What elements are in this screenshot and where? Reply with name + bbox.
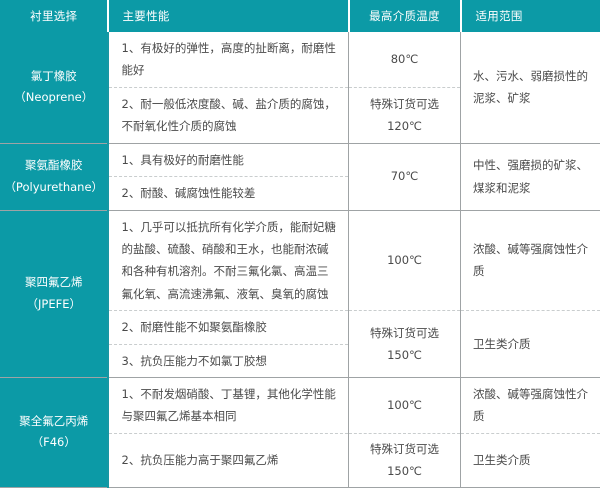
performance-cell: 3、抗负压能力不如氯丁胶想 bbox=[108, 344, 349, 377]
temperature-cell: 70℃ bbox=[349, 143, 461, 210]
performance-text: 2、耐磨性能不如聚氨酯橡胶 bbox=[122, 316, 339, 338]
table-row: 聚四氟乙烯（JPEFE）1、几乎可以抵抗所有化学介质，能耐妃糖的盐酸、硫酸、硝酸… bbox=[1, 210, 600, 311]
table-row: 聚全氟乙丙烯（F46）1、不耐发烟硝酸、丁基锂，其他化学性能与聚四氟乙烯基本相同… bbox=[1, 378, 600, 434]
performance-cell: 2、抗负压能力高于聚四氟乙烯 bbox=[108, 433, 349, 487]
material-name-zh: 聚全氟乙丙烯 bbox=[3, 411, 105, 433]
temperature-cell: 80℃ bbox=[349, 32, 461, 88]
scope-text: 水、污水、弱磨损性的泥浆、矿浆 bbox=[473, 65, 588, 110]
column-header-scope: 适用范围 bbox=[461, 1, 600, 32]
temperature-value: 80℃ bbox=[355, 48, 454, 70]
temperature-value: 特殊订货可选 bbox=[355, 322, 454, 344]
scope-text: 中性、强磨损的矿浆、煤浆和泥浆 bbox=[473, 154, 588, 199]
scope-text: 卫生类介质 bbox=[473, 333, 588, 355]
material-name-zh: 聚氨酯橡胶 bbox=[3, 155, 105, 177]
performance-text: 1、几乎可以抵抗所有化学介质，能耐妃糖的盐酸、硫酸、硝酸和王水，也能耐浓碱和各种… bbox=[122, 216, 339, 306]
scope-cell: 卫生类介质 bbox=[461, 433, 600, 487]
column-header-lining: 衬里选择 bbox=[1, 1, 108, 32]
scope-cell: 浓酸、碱等强腐蚀性介质 bbox=[461, 210, 600, 311]
performance-cell: 2、耐酸、碱腐蚀性能较差 bbox=[108, 177, 349, 210]
scope-cell: 中性、强磨损的矿浆、煤浆和泥浆 bbox=[461, 143, 600, 210]
material-cell: 氯丁橡胶（Neoprene） bbox=[1, 32, 108, 144]
material-name-en: （Polyurethane） bbox=[3, 177, 105, 199]
performance-cell: 1、不耐发烟硝酸、丁基锂，其他化学性能与聚四氟乙烯基本相同 bbox=[108, 378, 349, 434]
material-name-en: （F46） bbox=[3, 432, 105, 454]
performance-text: 1、具有极好的耐磨性能 bbox=[122, 149, 339, 171]
performance-cell: 2、耐磨性能不如聚氨酯橡胶 bbox=[108, 311, 349, 344]
performance-cell: 1、几乎可以抵抗所有化学介质，能耐妃糖的盐酸、硫酸、硝酸和王水，也能耐浓碱和各种… bbox=[108, 210, 349, 311]
table-body: 氯丁橡胶（Neoprene） 1、有极好的弹性，高度的扯断离，耐磨性能好 80℃ 水、… bbox=[1, 32, 600, 488]
material-cell: 聚全氟乙丙烯（F46） bbox=[1, 378, 108, 488]
material-name-en: （Neoprene） bbox=[3, 87, 105, 109]
performance-text: 3、抗负压能力不如氯丁胶想 bbox=[122, 350, 339, 372]
header-row: 衬里选择 主要性能 最高介质温度 适用范围 bbox=[1, 1, 600, 32]
scope-cell: 浓酸、碱等强腐蚀性介质 bbox=[461, 378, 600, 434]
performance-cell: 1、具有极好的耐磨性能 bbox=[108, 143, 349, 176]
temperature-cell: 100℃ bbox=[349, 378, 461, 434]
performance-cell: 2、耐一般低浓度酸、碱、盐介质的腐蚀，不耐氧化性介质的腐蚀 bbox=[108, 87, 349, 143]
temperature-value: 特殊订货可选 bbox=[355, 93, 454, 115]
performance-text: 1、有极好的弹性，高度的扯断离，耐磨性能好 bbox=[122, 37, 339, 82]
temperature-value: 特殊订货可选 bbox=[355, 438, 454, 460]
material-name-en: （JPEFE） bbox=[3, 294, 105, 316]
scope-cell: 卫生类介质 bbox=[461, 311, 600, 378]
material-name-zh: 氯丁橡胶 bbox=[3, 66, 105, 88]
lining-selection-table-container: 衬里选择 主要性能 最高介质温度 适用范围 氯丁橡胶（Neoprene） 1、有极… bbox=[0, 0, 600, 427]
scope-text: 浓酸、碱等强腐蚀性介质 bbox=[473, 238, 588, 283]
temperature-cell: 100℃ bbox=[349, 210, 461, 311]
performance-text: 1、不耐发烟硝酸、丁基锂，其他化学性能与聚四氟乙烯基本相同 bbox=[122, 383, 339, 428]
scope-text: 浓酸、碱等强腐蚀性介质 bbox=[473, 383, 588, 428]
material-cell: 聚氨酯橡胶（Polyurethane） bbox=[1, 143, 108, 210]
temperature-value: 150℃ bbox=[355, 460, 454, 482]
temperature-value: 150℃ bbox=[355, 344, 454, 366]
material-name-zh: 聚四氟乙烯 bbox=[3, 272, 105, 294]
scope-text: 卫生类介质 bbox=[473, 449, 588, 471]
performance-cell: 1、有极好的弹性，高度的扯断离，耐磨性能好 bbox=[108, 32, 349, 88]
column-header-max-temperature: 最高介质温度 bbox=[349, 1, 461, 32]
performance-text: 2、耐酸、碱腐蚀性能较差 bbox=[122, 182, 339, 204]
scope-cell: 水、污水、弱磨损性的泥浆、矿浆 bbox=[461, 32, 600, 144]
temperature-value: 120℃ bbox=[355, 115, 454, 137]
performance-text: 2、耐一般低浓度酸、碱、盐介质的腐蚀，不耐氧化性介质的腐蚀 bbox=[122, 93, 339, 138]
material-cell: 聚四氟乙烯（JPEFE） bbox=[1, 210, 108, 378]
table-header: 衬里选择 主要性能 最高介质温度 适用范围 bbox=[1, 1, 600, 32]
performance-text: 2、抗负压能力高于聚四氟乙烯 bbox=[122, 449, 339, 471]
temperature-value: 100℃ bbox=[355, 249, 454, 271]
column-header-performance: 主要性能 bbox=[108, 1, 349, 32]
temperature-value: 70℃ bbox=[355, 165, 454, 187]
temperature-value: 100℃ bbox=[355, 394, 454, 416]
